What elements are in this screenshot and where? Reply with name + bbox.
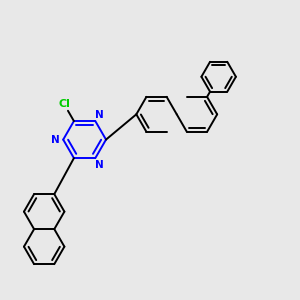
- Text: N: N: [51, 135, 60, 145]
- Text: N: N: [95, 110, 103, 120]
- Text: N: N: [95, 160, 103, 170]
- Text: Cl: Cl: [58, 99, 70, 109]
